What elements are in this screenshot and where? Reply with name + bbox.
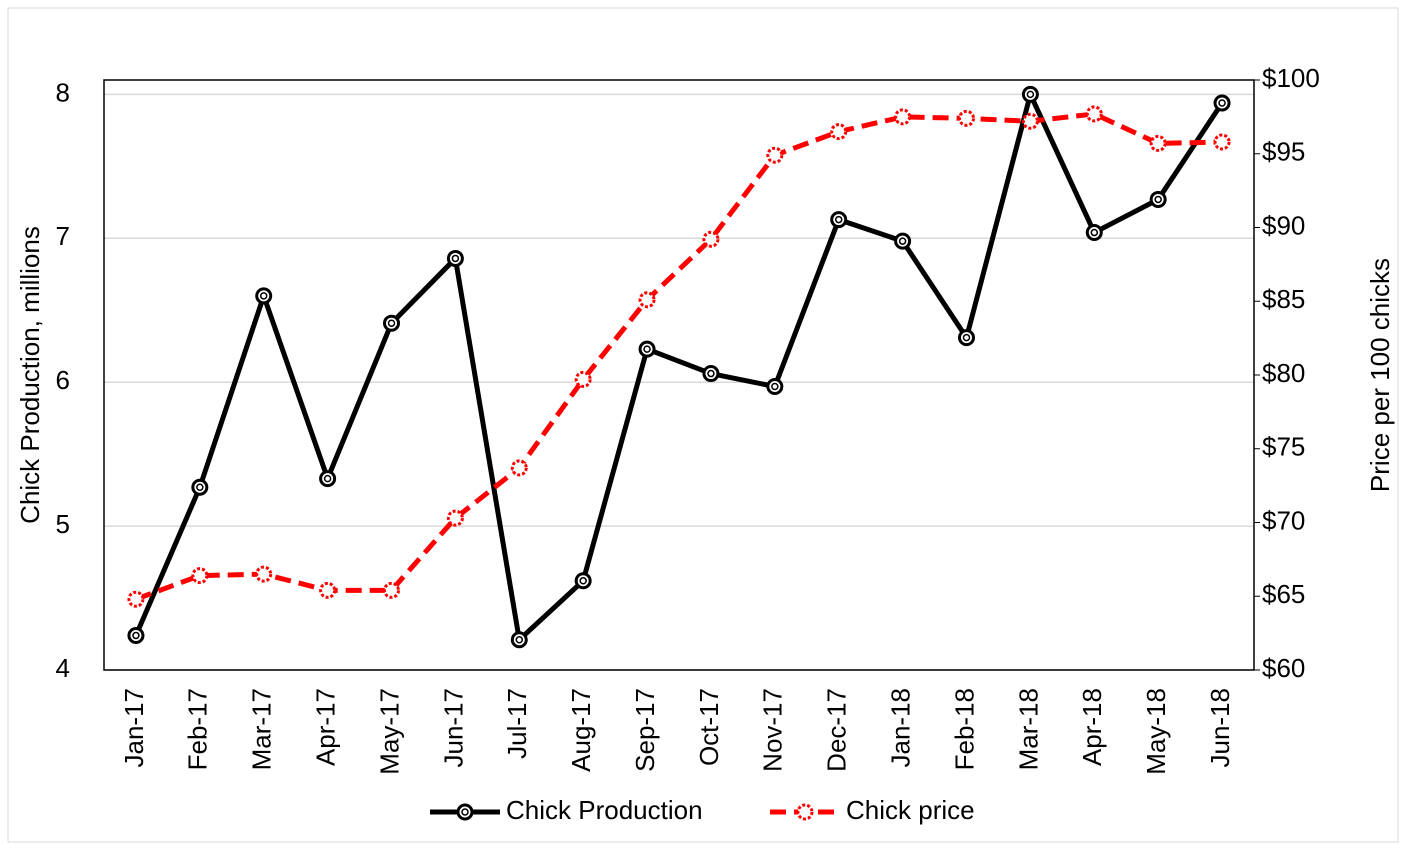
- point: [766, 146, 784, 164]
- point: [319, 470, 337, 488]
- x-tick-label: Sep-17: [630, 688, 660, 772]
- y-tick-label: 7: [56, 221, 70, 251]
- x-tick-label: Feb-17: [183, 688, 213, 770]
- point: [446, 249, 464, 267]
- x-tick-label: Mar-18: [1013, 688, 1043, 770]
- point: [510, 631, 528, 649]
- point: [191, 567, 209, 585]
- x-tick-label: May-18: [1141, 688, 1171, 775]
- point: [127, 590, 145, 608]
- y2-tick-label: $85: [1262, 284, 1305, 314]
- point-core: [579, 577, 587, 585]
- point: [319, 581, 337, 599]
- legend-label: Chick Production: [506, 795, 703, 825]
- x-tick-label: May-17: [374, 688, 404, 775]
- legend-marker: [796, 803, 814, 821]
- point-core: [834, 215, 843, 224]
- point: [574, 572, 592, 590]
- y2-tick-label: $70: [1262, 505, 1305, 535]
- point: [958, 109, 975, 127]
- x-tick-label: Oct-17: [694, 688, 724, 766]
- point: [383, 581, 400, 599]
- x-tick-label: Apr-18: [1077, 688, 1107, 766]
- point: [1213, 133, 1231, 151]
- plot-frame: [103, 79, 1255, 671]
- y2-tick-label: $100: [1262, 63, 1320, 93]
- x-tick-label: Apr-17: [310, 688, 340, 766]
- point-core: [1218, 99, 1226, 107]
- point-core: [1090, 228, 1099, 237]
- point-core: [643, 345, 651, 353]
- point: [1149, 190, 1167, 208]
- point: [1021, 112, 1039, 130]
- x-tick-label: Jan-17: [119, 688, 149, 768]
- y-tick-label: 6: [56, 365, 70, 395]
- x-tick-label: Mar-17: [247, 688, 277, 770]
- y2-axis-label: Price per 100 chicks: [1365, 258, 1395, 492]
- point: [766, 378, 784, 396]
- x-tick-label: Jul-17: [502, 688, 532, 759]
- point-core: [707, 369, 715, 378]
- series-line: [135, 111, 1223, 602]
- point: [383, 314, 400, 332]
- point-core: [387, 319, 396, 327]
- series-line: [133, 91, 1225, 643]
- point: [1085, 224, 1103, 242]
- point-core: [451, 254, 460, 263]
- point: [958, 329, 975, 347]
- point-core: [132, 631, 140, 640]
- y-tick-label: 4: [56, 653, 70, 683]
- y-axis-label: Chick Production, millions: [15, 226, 45, 524]
- point: [894, 108, 912, 126]
- y2-tick-label: $95: [1262, 137, 1305, 167]
- x-tick-label: Jun-17: [438, 688, 468, 768]
- point-core: [196, 483, 204, 491]
- point: [702, 365, 720, 383]
- point: [638, 340, 656, 358]
- point: [830, 211, 848, 229]
- y2-tick-label: $65: [1262, 579, 1305, 609]
- point-core: [771, 382, 779, 391]
- point-core: [898, 237, 907, 245]
- point: [255, 565, 273, 583]
- point: [702, 230, 720, 248]
- point-core: [259, 292, 268, 300]
- point-core: [1154, 195, 1162, 204]
- point: [574, 370, 592, 388]
- point-core: [962, 333, 971, 342]
- point: [255, 287, 273, 305]
- x-tick-label: Aug-17: [566, 688, 596, 772]
- point: [830, 123, 848, 141]
- point: [127, 626, 145, 644]
- x-tick-label: Nov-17: [758, 688, 788, 772]
- point: [1213, 94, 1231, 112]
- point: [191, 478, 209, 496]
- point: [638, 291, 656, 309]
- x-tick-label: Jun-18: [1205, 688, 1235, 768]
- legend-label: Chick price: [846, 795, 975, 825]
- y-tick-label: 5: [56, 509, 70, 539]
- y2-tick-label: $80: [1262, 358, 1305, 388]
- y2-tick-label: $60: [1262, 653, 1305, 683]
- legend-marker-core: [461, 808, 469, 816]
- legend-marker: [456, 803, 474, 821]
- point: [446, 509, 464, 527]
- y2-tick-label: $75: [1262, 432, 1305, 462]
- y-tick-label: 8: [56, 77, 70, 107]
- point-core: [515, 636, 524, 644]
- x-tick-label: Dec-17: [822, 688, 852, 772]
- chart-border: [7, 7, 1399, 843]
- point-core: [1026, 90, 1035, 99]
- y2-tick-label: $90: [1262, 210, 1305, 240]
- point: [894, 232, 912, 250]
- point: [1149, 134, 1167, 152]
- point-core: [323, 474, 332, 483]
- point: [1085, 105, 1103, 123]
- x-tick-label: Feb-18: [949, 688, 979, 770]
- point: [510, 459, 528, 477]
- x-tick-label: Jan-18: [885, 688, 915, 768]
- point: [1021, 85, 1039, 103]
